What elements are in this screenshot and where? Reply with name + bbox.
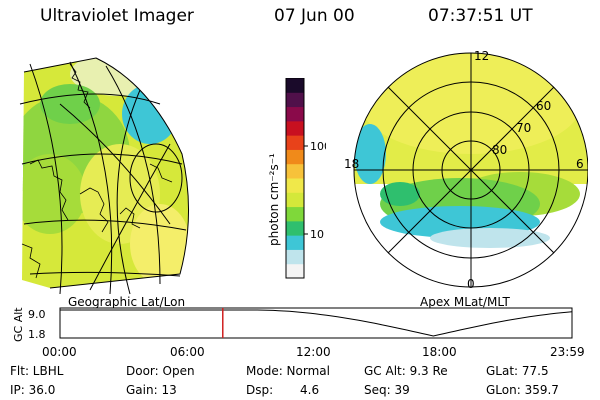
- colorbar-band: [286, 206, 304, 222]
- ip-info: IP: 36.0: [10, 383, 56, 397]
- mlt-label-0: 0: [467, 277, 475, 291]
- dsp-value: 4.6: [300, 383, 320, 397]
- colorbar-tick-10: 10: [310, 228, 324, 241]
- mode-info: Mode: Normal: [246, 364, 330, 378]
- colorbar-band: [286, 249, 304, 265]
- colorbar-band: [286, 92, 304, 108]
- door-info: Door: Open: [126, 364, 195, 378]
- glat-info: GLat: 77.5: [486, 364, 549, 378]
- colorbar-band: [286, 135, 304, 150]
- colorbar-band: [286, 178, 304, 193]
- altitude-tick-9: 9.0: [28, 308, 46, 321]
- colorbar-band: [286, 78, 304, 93]
- colorbar-band: [286, 192, 304, 208]
- mlt-label-6: 6: [576, 157, 584, 171]
- mlt-label-18: 18: [344, 157, 359, 171]
- mlat-label-70: 70: [516, 121, 531, 135]
- time-tick-1800: 18:00: [422, 345, 457, 359]
- time-tick-1200: 12:00: [296, 345, 331, 359]
- altitude-axis-label: GC Alt: [12, 307, 25, 342]
- colorbar-band: [286, 149, 304, 165]
- colorbar-unit-label: photon cm⁻²s⁻¹: [267, 153, 281, 246]
- filter-info: Flt: LBHL: [10, 364, 64, 378]
- colorbar: 100 10 photon cm⁻²s⁻¹: [267, 78, 326, 279]
- mlt-label-12: 12: [474, 49, 489, 63]
- mlat-label-60: 60: [536, 99, 551, 113]
- altitude-tick-1-8: 1.8: [28, 328, 46, 341]
- altitude-plot: GC Alt 9.0 1.8 00:00 06:00 12:00 18:00 2…: [12, 307, 585, 359]
- colorbar-band: [286, 263, 304, 279]
- colorbar-tick-100: 100: [310, 140, 326, 153]
- colorbar-band: [286, 235, 304, 250]
- time-tick-0600: 06:00: [170, 345, 205, 359]
- magnetic-polar-plot: 12 18 6 0 60 70 80: [344, 49, 588, 291]
- apex-caption: Apex MLat/MLT: [420, 295, 510, 309]
- mlat-label-80: 80: [492, 143, 507, 157]
- observation-date: 07 Jun 00: [274, 6, 355, 26]
- colorbar-band: [286, 220, 304, 236]
- colorbar-band: [286, 120, 304, 136]
- geographic-map: [19, 57, 189, 295]
- colorbar-band: [286, 106, 304, 122]
- glon-info: GLon: 359.7: [486, 383, 559, 397]
- gain-info: Gain: 13: [126, 383, 177, 397]
- gc-altitude-info: GC Alt: 9.3 Re: [364, 364, 448, 378]
- dsp-label: Dsp:: [246, 383, 274, 397]
- time-tick-0000: 00:00: [42, 345, 77, 359]
- observation-time: 07:37:51 UT: [428, 6, 533, 26]
- instrument-title: Ultraviolet Imager: [40, 6, 194, 26]
- time-tick-2359: 23:59: [550, 345, 585, 359]
- colorbar-band: [286, 163, 304, 179]
- sequence-info: Seq: 39: [364, 383, 410, 397]
- geographic-caption: Geographic Lat/Lon: [68, 295, 186, 309]
